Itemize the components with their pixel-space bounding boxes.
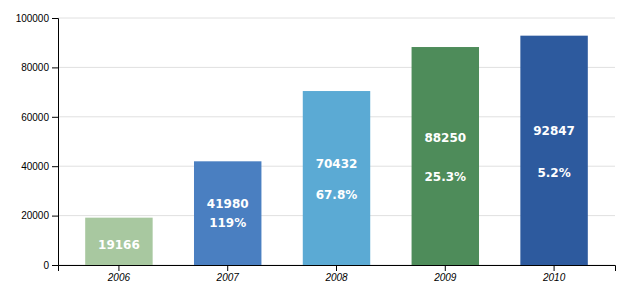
bar — [85, 218, 152, 265]
tick: 2006 — [107, 265, 131, 283]
tick: 60000 — [21, 112, 58, 123]
tick-mark — [52, 216, 58, 217]
annotation: 67.8% — [316, 188, 358, 202]
bar — [303, 91, 370, 265]
tick-label: 40000 — [21, 161, 49, 172]
tick-label: 2008 — [324, 272, 348, 283]
bar — [412, 47, 479, 265]
tick-mark — [52, 117, 58, 118]
bar — [194, 161, 261, 265]
tick-label: 80000 — [21, 62, 49, 73]
tick: 2007 — [216, 265, 240, 283]
tick-mark — [52, 166, 58, 167]
y-axis: 0 20000 40000 60000 80000 100000 — [16, 13, 59, 271]
grid — [58, 18, 615, 265]
tick-label: 100000 — [16, 13, 50, 24]
tick: 2010 — [542, 265, 566, 283]
annotation: 119% — [209, 216, 246, 230]
tick-label: 2009 — [433, 272, 457, 283]
tick: 2009 — [433, 265, 457, 283]
bars — [85, 36, 588, 265]
data-label: 88250 — [424, 131, 466, 145]
annotation: 5.2% — [537, 166, 570, 180]
tick-label: 2007 — [216, 272, 240, 283]
tick-mark — [227, 265, 228, 271]
tick-mark — [445, 265, 446, 271]
tick-label: 2006 — [107, 272, 131, 283]
labels: 19166 41980 70432 88250 92847 119% 67.8% 25.3% 5… — [98, 124, 575, 251]
data-label: 92847 — [533, 124, 575, 138]
grid-line — [58, 18, 615, 19]
bar — [520, 36, 587, 265]
x-axis: 2006 2007 2008 2009 2010 — [59, 265, 616, 283]
tick: 100000 — [16, 13, 58, 24]
tick-label: 60000 — [21, 112, 49, 123]
tick-mark — [52, 18, 58, 19]
tick-label: 2010 — [542, 272, 566, 283]
tick-label: 20000 — [21, 210, 49, 221]
annotation: 25.3% — [424, 170, 466, 184]
data-label: 19166 — [98, 238, 140, 252]
data-label: 70432 — [316, 157, 358, 171]
tick: 2008 — [324, 265, 348, 283]
tick: 20000 — [21, 210, 58, 221]
plot: 0200004000060000800001000002006200720082… — [16, 13, 616, 283]
data-label: 41980 — [207, 197, 249, 211]
tick-mark — [118, 265, 119, 271]
tick-mark — [52, 67, 58, 68]
axis-line — [59, 266, 616, 272]
axis-line — [52, 19, 59, 266]
tick-mark — [554, 265, 555, 271]
tick-mark — [52, 265, 58, 266]
tick-label: 0 — [43, 260, 49, 271]
tick-mark — [336, 265, 337, 271]
tick: 80000 — [21, 62, 58, 73]
chart: 0200004000060000800001000002006200720082… — [0, 0, 631, 295]
tick: 40000 — [21, 161, 58, 172]
tick: 0 — [43, 260, 58, 271]
